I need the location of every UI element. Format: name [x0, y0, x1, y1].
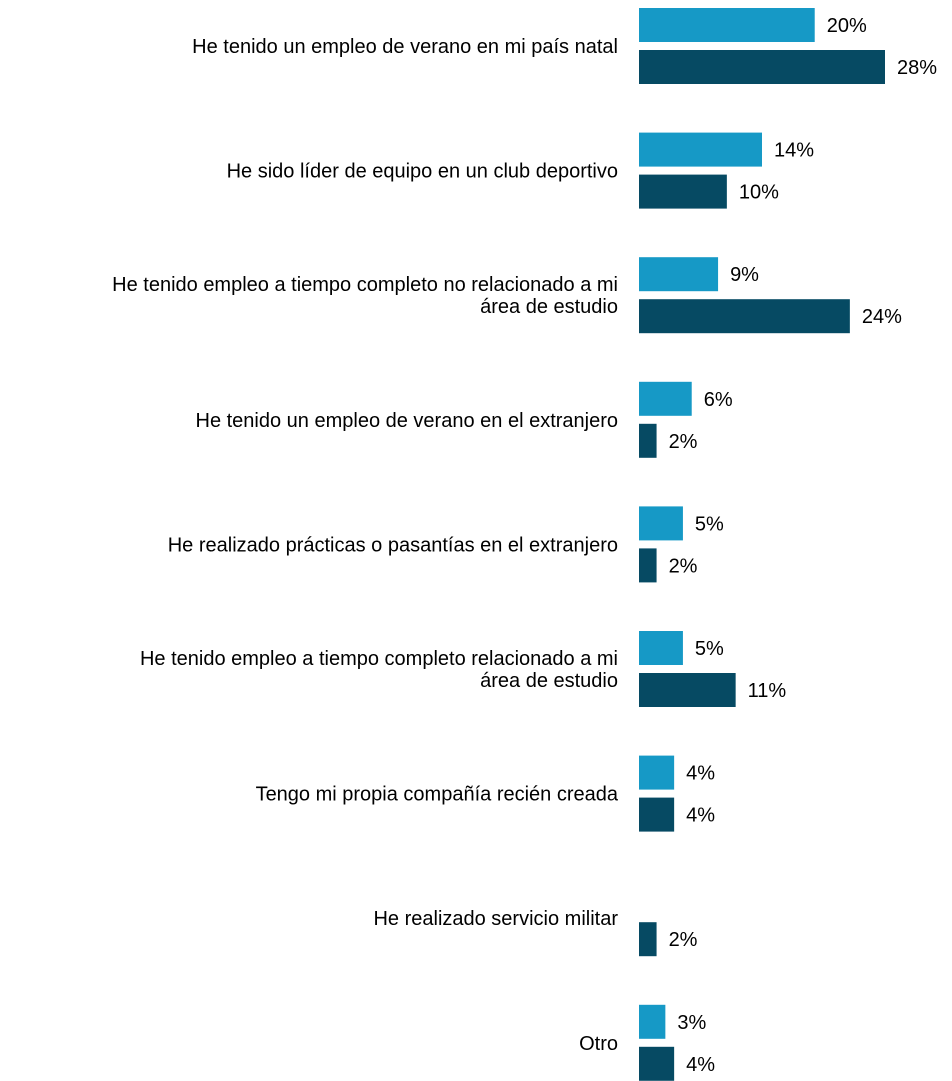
data-label: 4%	[686, 1054, 715, 1076]
bar-series-2	[639, 423, 657, 458]
category-label: He realizado servicio militar	[373, 908, 618, 930]
category-label: He tenido empleo a tiempo completo no re…	[112, 274, 618, 318]
bar-series-1	[639, 631, 683, 665]
category-label: He tenido un empleo de verano en mi país…	[192, 36, 618, 58]
data-label: 9%	[730, 264, 759, 286]
bar-series-1	[639, 755, 675, 790]
bar-series-2	[639, 50, 885, 84]
data-label: 20%	[827, 15, 867, 37]
data-label: 6%	[704, 389, 733, 411]
data-label: 2%	[669, 929, 698, 951]
category-label: He tenido un empleo de verano en el extr…	[196, 410, 619, 432]
bar-series-1	[639, 506, 683, 541]
data-label: 4%	[686, 805, 715, 827]
data-label: 5%	[695, 513, 724, 535]
bar-series-2	[639, 673, 736, 707]
bar-series-2	[639, 797, 675, 832]
data-label: 11%	[748, 680, 787, 702]
data-label: 4%	[686, 763, 715, 785]
data-label: 14%	[774, 140, 814, 162]
bar-series-2	[639, 922, 657, 957]
data-label: 2%	[669, 431, 698, 453]
category-label: He sido líder de equipo en un club depor…	[227, 161, 618, 183]
bar-series-1	[639, 8, 815, 42]
data-label: 10%	[739, 182, 779, 204]
category-label: He realizado prácticas o pasantías en el…	[168, 534, 618, 556]
category-label: He tenido empleo a tiempo completo relac…	[140, 648, 618, 692]
bar-series-1	[639, 381, 692, 416]
category-label: Tengo mi propia compañía recién creada	[256, 784, 619, 806]
bar-series-1	[639, 1004, 666, 1039]
bar-series-1	[639, 257, 719, 292]
bar-series-2	[639, 174, 727, 209]
data-label: 3%	[677, 1012, 706, 1034]
data-label: 28%	[897, 57, 937, 79]
data-label: 24%	[862, 306, 902, 328]
bar-series-1	[639, 132, 762, 167]
bar-series-2	[639, 1046, 675, 1081]
data-label: 5%	[695, 638, 724, 660]
data-label: 2%	[669, 555, 698, 577]
category-label: Otro	[579, 1033, 618, 1055]
bar-series-2	[639, 548, 657, 583]
bar-series-2	[639, 299, 850, 334]
